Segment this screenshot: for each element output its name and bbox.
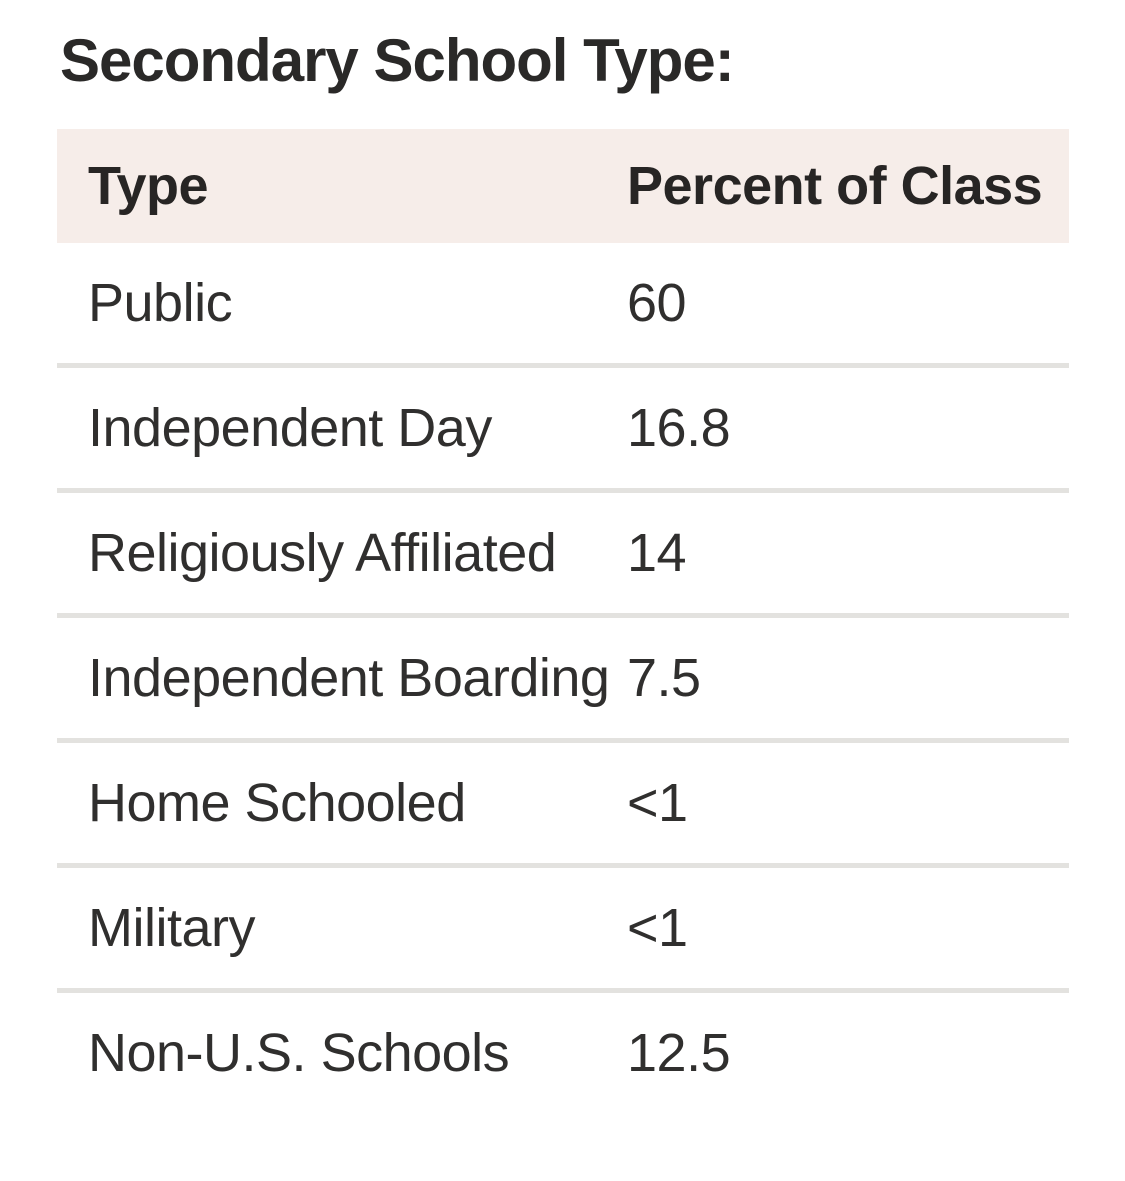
school-type-cell: Independent Boarding <box>88 648 610 708</box>
table-row: Home Schooled <1 <box>57 743 1069 868</box>
school-type-cell: Non-U.S. Schools <box>88 1023 510 1083</box>
page-title: Secondary School Type: <box>60 27 735 94</box>
table-row: Independent Boarding 7.5 <box>57 618 1069 743</box>
column-header-percent-of-class: Percent of Class <box>627 156 1043 216</box>
percent-cell: 14 <box>627 523 687 583</box>
percent-cell: 7.5 <box>627 648 701 708</box>
school-type-cell: Independent Day <box>88 398 492 458</box>
school-type-cell: Religiously Affiliated <box>88 523 557 583</box>
table-header-row: Type Percent of Class <box>57 129 1069 243</box>
secondary-school-type-table: Type Percent of Class Public 60 Independ… <box>57 129 1069 1113</box>
table-row: Non-U.S. Schools 12.5 <box>57 993 1069 1113</box>
table-row: Religiously Affiliated 14 <box>57 493 1069 618</box>
percent-cell: 16.8 <box>627 398 731 458</box>
school-type-cell: Public <box>88 273 233 333</box>
percent-cell: 12.5 <box>627 1023 731 1083</box>
school-type-cell: Military <box>88 898 256 958</box>
table-row: Independent Day 16.8 <box>57 368 1069 493</box>
table-row: Military <1 <box>57 868 1069 993</box>
percent-cell: <1 <box>627 773 688 833</box>
column-header-type: Type <box>88 156 209 216</box>
percent-cell: <1 <box>627 898 688 958</box>
table-row: Public 60 <box>57 243 1069 368</box>
percent-cell: 60 <box>627 273 687 333</box>
school-type-cell: Home Schooled <box>88 773 466 833</box>
